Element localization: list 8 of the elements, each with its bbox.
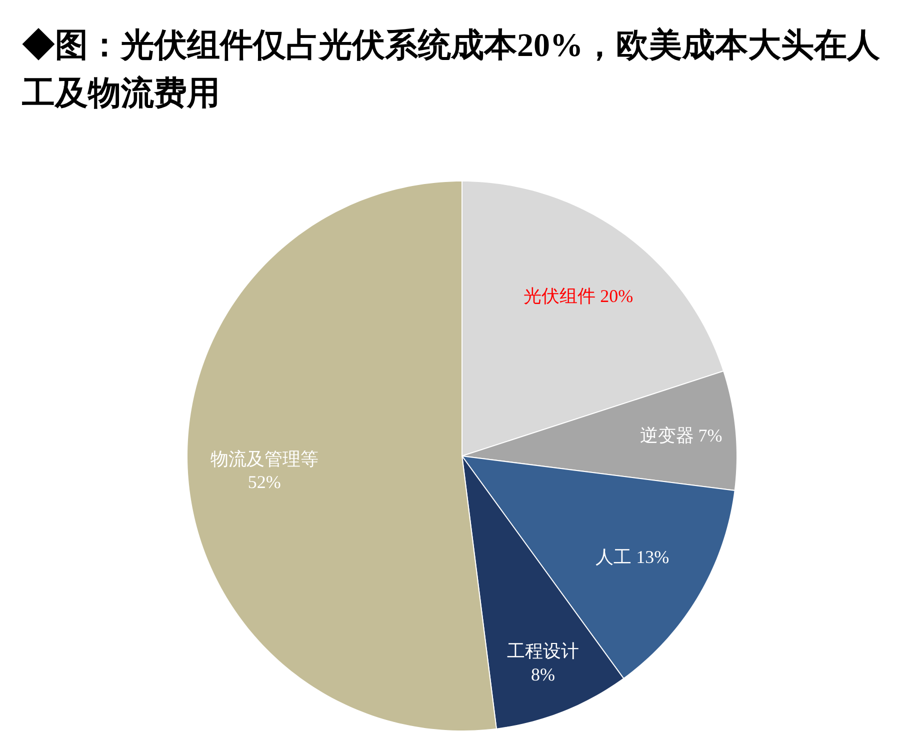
slice-label: 工程设计 — [506, 640, 579, 661]
slice-label: 逆变器 7% — [640, 426, 722, 446]
data-label: 8% — [530, 664, 555, 684]
slice-label: 人工 13% — [596, 547, 670, 568]
slice-label: 光伏组件 20% — [524, 286, 634, 306]
chart-title: ◆图：光伏组件仅占光伏系统成本20%，欧美成本大头在人工及物流费用 — [22, 26, 881, 114]
slice-label: 物流及管理等 — [210, 448, 318, 469]
data-label: 52% — [248, 472, 281, 492]
